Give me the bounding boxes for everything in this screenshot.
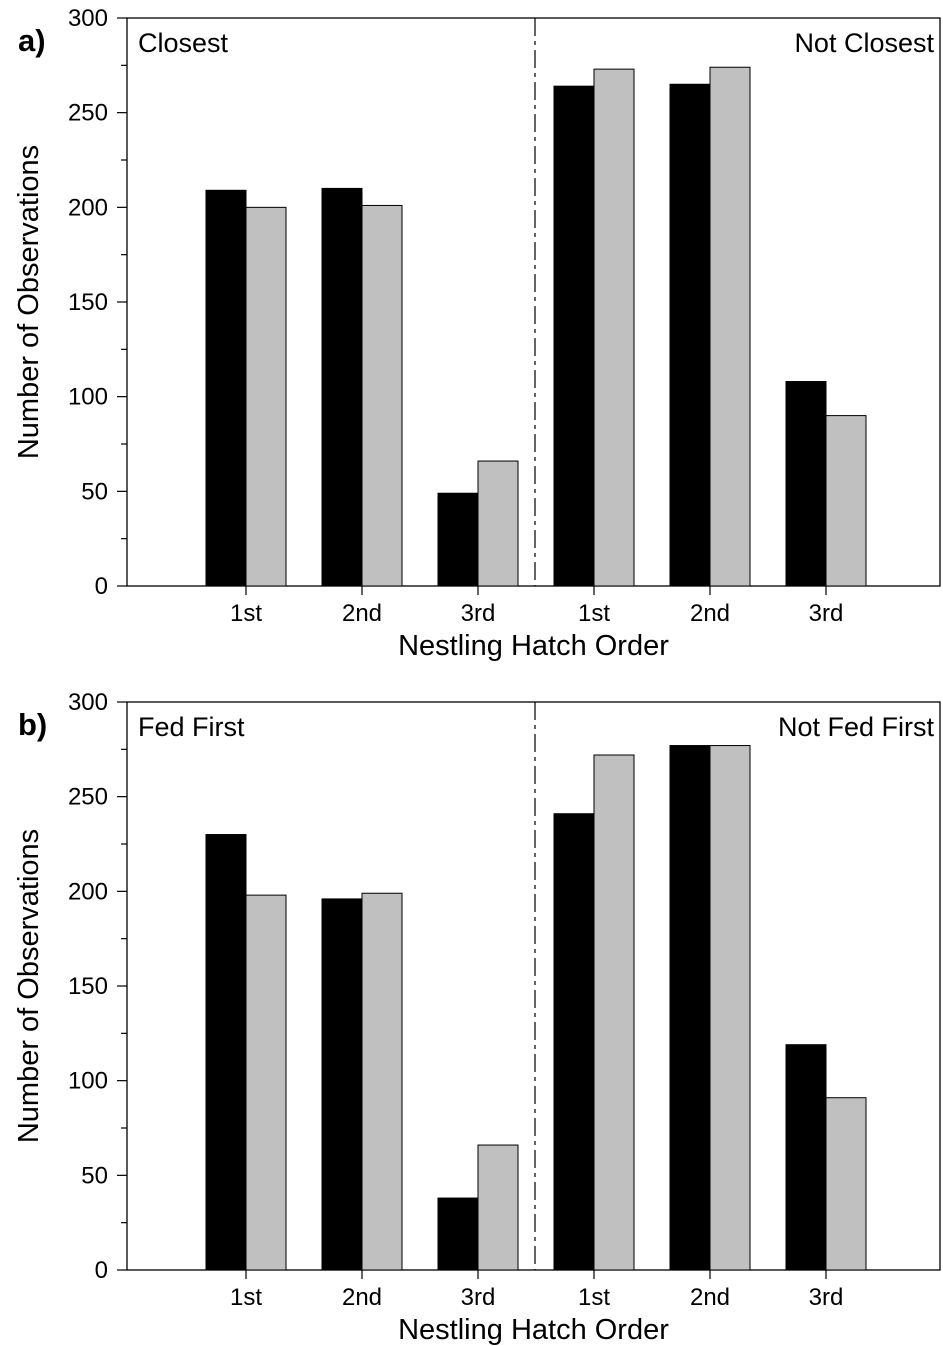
- x-tick-label: 3rd: [461, 1284, 496, 1311]
- bar-series-1: [437, 492, 479, 587]
- group-label-right: Not Closest: [794, 28, 934, 58]
- group-label-left: Fed First: [138, 712, 245, 742]
- group-label-left: Closest: [138, 28, 229, 58]
- y-tick-label: 250: [68, 784, 108, 811]
- panel-label: b): [18, 707, 47, 742]
- bar-series-2: [245, 894, 287, 1271]
- bar-series-2: [709, 745, 751, 1271]
- group-label-right: Not Fed First: [778, 712, 935, 742]
- bar-series-1: [205, 834, 247, 1271]
- bar-series-1: [553, 813, 595, 1271]
- y-tick-label: 0: [95, 1257, 108, 1284]
- y-axis-title: Number of Observations: [13, 145, 45, 459]
- y-tick-label: 150: [68, 973, 108, 1000]
- y-tick-label: 300: [68, 689, 108, 716]
- x-tick-label: 3rd: [809, 600, 844, 627]
- x-tick-label: 3rd: [461, 600, 496, 627]
- bar-series-2: [825, 1097, 867, 1271]
- bar-series-1: [785, 381, 827, 587]
- bar-series-1: [669, 745, 711, 1271]
- y-tick-label: 50: [81, 1162, 108, 1189]
- y-tick-label: 0: [95, 573, 108, 600]
- x-tick-label: 2nd: [342, 1284, 382, 1311]
- bar-series-2: [361, 204, 403, 587]
- x-axis-title: Nestling Hatch Order: [398, 630, 669, 662]
- bar-series-2: [361, 892, 403, 1271]
- y-tick-label: 200: [68, 194, 108, 221]
- y-tick-label: 200: [68, 878, 108, 905]
- y-tick-label: 50: [81, 478, 108, 505]
- x-tick-label: 1st: [578, 600, 610, 627]
- x-tick-label: 1st: [230, 1284, 262, 1311]
- bar-series-2: [709, 66, 751, 587]
- x-tick-label: 1st: [230, 600, 262, 627]
- y-axis-title: Number of Observations: [13, 829, 45, 1143]
- y-tick-label: 100: [68, 1068, 108, 1095]
- y-tick-label: 100: [68, 384, 108, 411]
- bar-series-1: [437, 1197, 479, 1271]
- panel-b: 0 50 100 150 200 250 300 1st 2nd 3rd 1st 2nd 3rd Nest…: [13, 689, 941, 1346]
- bar-series-1: [321, 898, 363, 1271]
- y-tick-label: 250: [68, 100, 108, 127]
- bar-series-1: [785, 1044, 827, 1271]
- y-tick-label: 150: [68, 289, 108, 316]
- x-tick-label: 1st: [578, 1284, 610, 1311]
- bar-series-1: [553, 85, 595, 587]
- bar-series-2: [245, 206, 287, 587]
- bar-series-2: [477, 1144, 519, 1271]
- x-tick-label: 2nd: [690, 1284, 730, 1311]
- x-tick-label: 2nd: [690, 600, 730, 627]
- bar-series-1: [205, 189, 247, 587]
- x-tick-label: 2nd: [342, 600, 382, 627]
- panel-label: a): [18, 23, 46, 58]
- bar-series-2: [593, 754, 635, 1271]
- panel-a: 0 50 100 150 200 250 300 1st 2nd 3rd 1st 2nd 3rd Nest…: [13, 5, 941, 662]
- bar-series-2: [477, 460, 519, 587]
- x-axis-title: Nestling Hatch Order: [398, 1314, 669, 1346]
- y-tick-label: 300: [68, 5, 108, 32]
- x-tick-label: 3rd: [809, 1284, 844, 1311]
- bar-series-1: [321, 187, 363, 587]
- bar-series-2: [825, 415, 867, 587]
- bar-series-1: [669, 83, 711, 587]
- bar-series-2: [593, 68, 635, 587]
